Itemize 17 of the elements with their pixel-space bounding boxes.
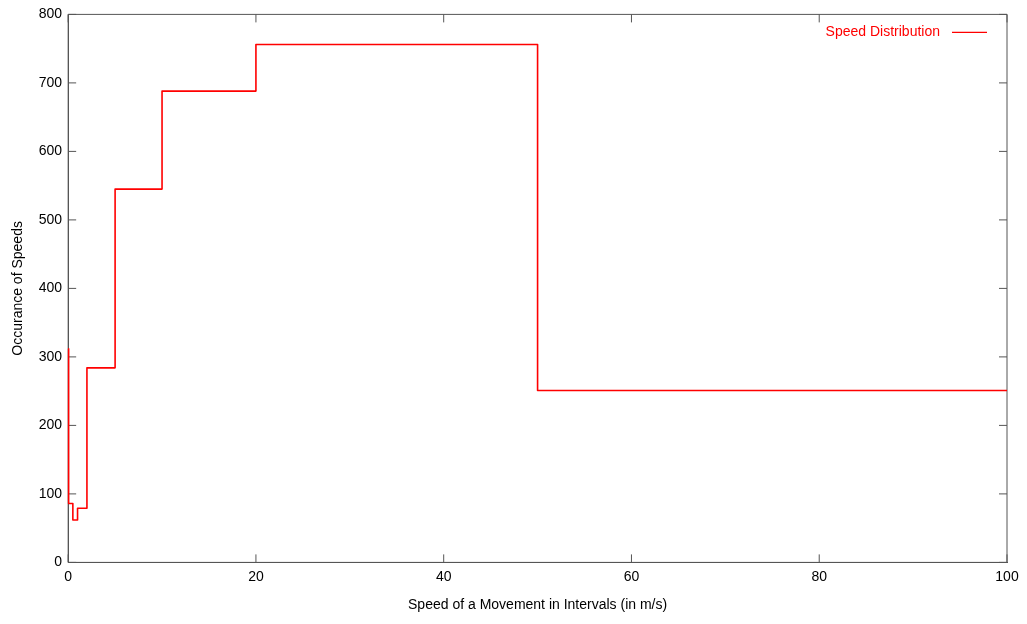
y-tick-label: 300 [38, 347, 63, 364]
y-tick-label: 800 [38, 5, 63, 22]
x-axis-title: Speed of a Movement in Intervals (in m/s) [408, 596, 668, 613]
x-tick-label: 100 [995, 567, 1019, 584]
y-tick-label: 700 [38, 73, 63, 90]
y-axis-title: Occurance of Speeds [9, 221, 26, 356]
y-tick-label: 200 [38, 416, 63, 433]
legend-label: Speed Distribution [825, 23, 940, 40]
y-tick-label: 500 [38, 210, 63, 227]
x-tick-label: 60 [623, 567, 640, 584]
y-tick-label: 400 [38, 279, 63, 296]
y-tick-label: 600 [38, 142, 63, 159]
x-tick-label: 20 [248, 567, 264, 584]
x-tick-label: 40 [435, 567, 452, 584]
y-tick-label: 0 [54, 553, 63, 570]
x-tick-label: 80 [811, 567, 828, 584]
y-tick-label: 100 [38, 484, 63, 501]
